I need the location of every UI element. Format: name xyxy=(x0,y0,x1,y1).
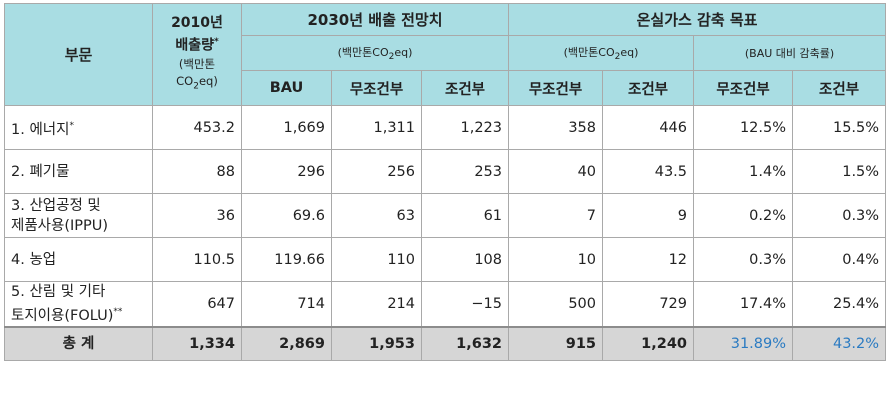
cell-bau-conditional: 108 xyxy=(420,237,510,282)
cell-bau: 1,669 xyxy=(241,105,332,150)
cell-2010: 88 xyxy=(152,149,242,194)
cell-rate-unconditional: 0.2% xyxy=(693,193,794,238)
cell-bau-conditional: 1,223 xyxy=(420,105,510,150)
cell-bau-conditional: 61 xyxy=(420,193,510,238)
cell-2010: 647 xyxy=(152,280,242,328)
cell-rate-unconditional: 17.4% xyxy=(693,280,794,328)
unit-text-b: eq) xyxy=(620,45,639,59)
total-bau-unconditional: 1,953 xyxy=(331,325,422,361)
col-rate-unconditional: 무조건부 xyxy=(693,70,794,106)
cell-reduction-unconditional: 40 xyxy=(508,149,604,194)
cell-bau-unconditional: 256 xyxy=(331,149,422,194)
total-reduction-conditional: 1,240 xyxy=(602,325,695,361)
cell-rate-unconditional: 1.4% xyxy=(693,149,794,194)
unit-small-line2: CO2eq) xyxy=(159,73,235,95)
cell-rate-conditional: 1.5% xyxy=(792,149,887,194)
table-row-energy: 1. 에너지* 453.2 1,669 1,311 1,223 358 446 … xyxy=(4,105,887,150)
col-bau-conditional: 조건부 xyxy=(420,70,510,106)
year-2010-label: 2010년 xyxy=(171,15,223,32)
unit-text-a: (백만톤CO xyxy=(563,45,615,59)
cell-reduction-conditional: 9 xyxy=(602,193,695,238)
rate-unit-header: (BAU 대비 감축률) xyxy=(693,35,887,71)
sector-header: 부문 xyxy=(4,3,153,106)
cell-2010: 453.2 xyxy=(152,105,242,150)
row-label: 4. 농업 xyxy=(4,237,153,282)
cell-reduction-conditional: 12 xyxy=(602,237,695,282)
unit-subscript: 2 xyxy=(614,52,621,63)
unit-small-eq: eq) xyxy=(198,73,218,88)
cell-rate-conditional: 0.3% xyxy=(792,193,887,238)
unit-small-line1: (백만톤 xyxy=(178,56,216,71)
emissions-footnote-mark: * xyxy=(213,37,219,48)
cell-bau-unconditional: 1,311 xyxy=(331,105,422,150)
cell-bau: 69.6 xyxy=(241,193,332,238)
total-reduction-unconditional: 915 xyxy=(508,325,604,361)
total-2010: 1,334 xyxy=(152,325,242,361)
col-reduction-conditional: 조건부 xyxy=(602,70,695,106)
emissions-2010-header: 2010년 배출량* (백만톤 CO2eq) xyxy=(152,3,242,106)
row-label-line1: 3. 산업공정 및 xyxy=(11,197,101,214)
total-label: 총 계 xyxy=(4,325,153,361)
table-row-total: 총 계 1,334 2,869 1,953 1,632 915 1,240 31… xyxy=(4,325,887,361)
cell-reduction-conditional: 43.5 xyxy=(602,149,695,194)
cell-rate-unconditional: 12.5% xyxy=(693,105,794,150)
row-label: 1. 에너지* xyxy=(4,105,153,150)
cell-reduction-unconditional: 10 xyxy=(508,237,604,282)
emissions-label: 배출량 xyxy=(175,37,214,54)
cell-reduction-unconditional: 7 xyxy=(508,193,604,238)
bau-unit-header: (백만톤CO2eq) xyxy=(240,35,510,71)
table-row-waste: 2. 폐기물 88 296 256 253 40 43.5 1.4% 1.5% xyxy=(4,149,887,194)
row-label-line2-wrap: 토지이용(FOLU)** xyxy=(11,302,146,326)
row-label-text: 1. 에너지 xyxy=(11,121,70,138)
row-label-line1: 5. 산림 및 기타 xyxy=(11,284,106,300)
footnote-mark: ** xyxy=(113,307,123,317)
reduction-target-group-header: 온실가스 감축 목표 xyxy=(508,3,887,36)
cell-rate-conditional: 25.4% xyxy=(792,280,887,328)
cell-bau: 714 xyxy=(241,280,332,328)
cell-bau: 119.66 xyxy=(241,237,332,282)
emissions-label-wrap: 배출량* xyxy=(159,33,235,56)
col-reduction-unconditional: 무조건부 xyxy=(508,70,604,106)
footnote-mark: * xyxy=(69,120,74,131)
cell-bau: 296 xyxy=(241,149,332,194)
cell-reduction-unconditional: 358 xyxy=(508,105,604,150)
cell-reduction-conditional: 729 xyxy=(602,280,695,328)
cell-reduction-unconditional: 500 xyxy=(508,280,604,328)
total-bau: 2,869 xyxy=(241,325,332,361)
unit-small-subscript: 2 xyxy=(193,80,199,91)
cell-rate-unconditional: 0.3% xyxy=(693,237,794,282)
cell-reduction-conditional: 446 xyxy=(602,105,695,150)
cell-rate-conditional: 15.5% xyxy=(792,105,887,150)
cell-2010: 36 xyxy=(152,193,242,238)
row-label-line2: 토지이용(FOLU) xyxy=(11,307,114,324)
row-label: 2. 폐기물 xyxy=(4,149,153,194)
emissions-table-container: 부문 2010년 배출량* (백만톤 CO2eq) 2030년 배출 전망치 온… xyxy=(4,3,887,361)
cell-rate-conditional: 0.4% xyxy=(792,237,887,282)
cell-bau-unconditional: 110 xyxy=(331,237,422,282)
unit-text-a: (백만톤CO xyxy=(337,45,389,59)
bau-2030-group-header: 2030년 배출 전망치 xyxy=(240,3,510,36)
cell-2010: 110.5 xyxy=(152,237,242,282)
col-bau: BAU xyxy=(241,70,332,106)
reduction-unit-header: (백만톤CO2eq) xyxy=(508,35,695,71)
total-rate-conditional: 43.2% xyxy=(792,325,887,361)
unit-small-co: CO xyxy=(176,73,194,88)
cell-bau-conditional: −15 xyxy=(420,280,510,328)
total-bau-conditional: 1,632 xyxy=(420,325,510,361)
table-row-agriculture: 4. 농업 110.5 119.66 110 108 10 12 0.3% 0.… xyxy=(4,237,887,282)
unit-subscript: 2 xyxy=(388,52,395,63)
col-bau-unconditional: 무조건부 xyxy=(331,70,422,106)
ghg-reduction-table: 부문 2010년 배출량* (백만톤 CO2eq) 2030년 배출 전망치 온… xyxy=(4,3,887,361)
cell-bau-conditional: 253 xyxy=(420,149,510,194)
cell-bau-unconditional: 214 xyxy=(331,280,422,328)
unit-text-b: eq) xyxy=(394,45,413,59)
cell-bau-unconditional: 63 xyxy=(331,193,422,238)
row-label-line2: 제품사용(IPPU) xyxy=(11,217,109,234)
col-rate-conditional: 조건부 xyxy=(792,70,887,106)
total-rate-unconditional: 31.89% xyxy=(693,325,794,361)
